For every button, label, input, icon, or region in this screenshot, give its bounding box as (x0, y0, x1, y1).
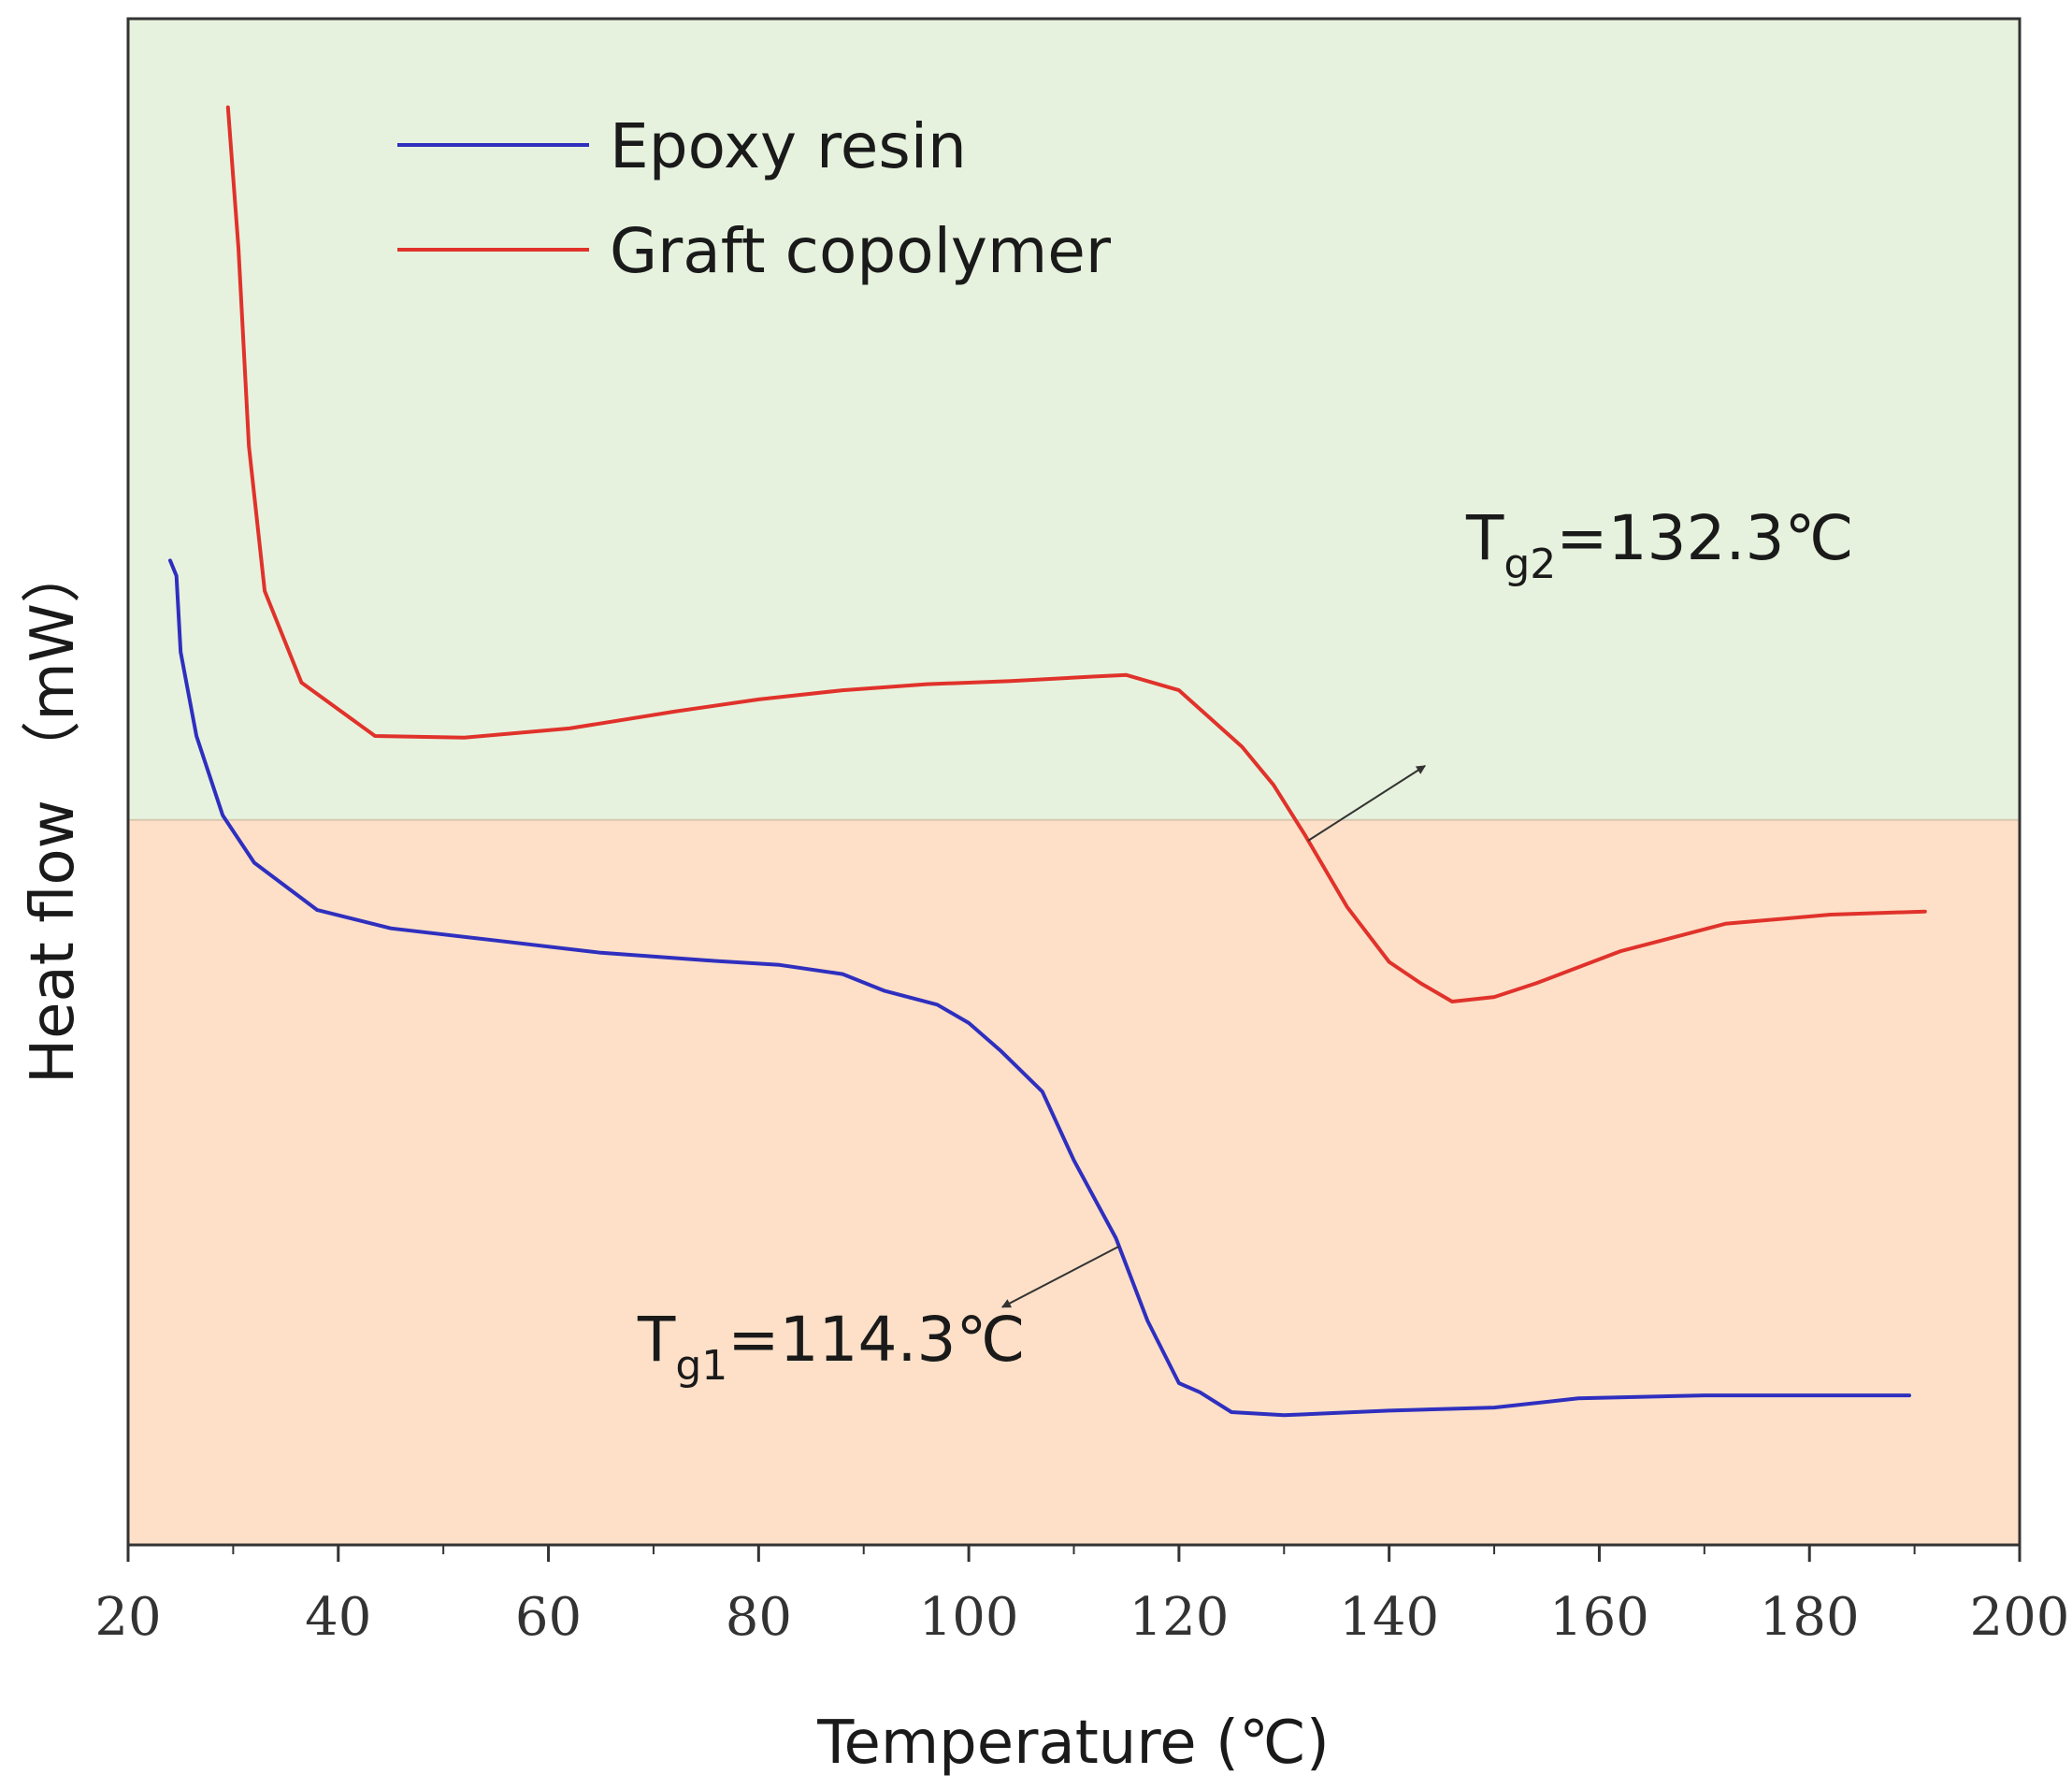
x-tick-label-20: 20 (94, 1587, 161, 1648)
legend-label-2: Graft copolymer (610, 215, 1112, 287)
legend: Epoxy resin Graft copolymer (397, 110, 1112, 287)
series-layer (168, 105, 1927, 1418)
annotation-label-g2: Tg2=132.3℃ (1465, 502, 1854, 588)
x-tick-label-200: 200 (1970, 1587, 2070, 1648)
x-tick-label-120: 120 (1129, 1587, 1229, 1648)
x-axis-title: Temperature (℃) (816, 1709, 1330, 1778)
annotation-label-g1: Tg1=114.3℃ (637, 1304, 1026, 1390)
x-tick-label-100: 100 (919, 1587, 1019, 1648)
annotations-layer: Tg2=132.3℃ Tg1=114.3℃ (637, 502, 1854, 1390)
annotation-arrow-g2 (1307, 765, 1426, 842)
x-tick-label-160: 160 (1549, 1587, 1649, 1648)
y-axis-title: Heat flow （mW） (19, 543, 88, 1084)
x-tick-label-60: 60 (515, 1587, 582, 1648)
x-axis-ticks: 20 40 60 80 100 120 140 160 180 200 (94, 1545, 2069, 1648)
background-band-1 (128, 19, 2020, 820)
background-bands (128, 19, 2020, 1545)
series-line-graft-copolymer (225, 105, 1927, 1003)
x-tick-label-80: 80 (726, 1587, 792, 1648)
x-tick-label-140: 140 (1339, 1587, 1439, 1648)
x-tick-label-180: 180 (1760, 1587, 1860, 1648)
annotation-arrow-g1 (1000, 1245, 1120, 1308)
x-tick-label-40: 40 (305, 1587, 371, 1648)
legend-label-1: Epoxy resin (610, 110, 967, 182)
series-line-epoxy-resin (168, 558, 1911, 1418)
background-band-2 (128, 819, 2020, 1545)
